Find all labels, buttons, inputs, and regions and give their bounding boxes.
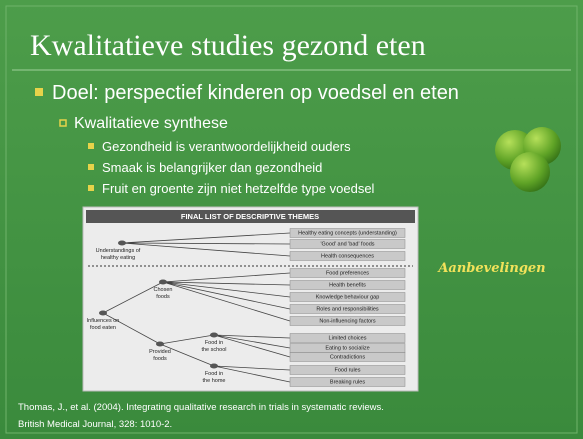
node-label: Chosen	[154, 287, 173, 293]
theme: Health consequences	[321, 253, 374, 259]
bullet	[88, 185, 94, 191]
bullet	[88, 164, 94, 170]
theme: Contradictions	[330, 354, 365, 360]
point: Smaak is belangrijker dan gezondheid	[102, 160, 322, 175]
sub-bullet: Kwalitatieve synthese	[74, 115, 228, 132]
node-label: the school	[201, 347, 226, 353]
theme: Non-influencing factors	[319, 318, 376, 324]
node-label: the home	[203, 378, 226, 384]
node-label: healthy eating	[101, 255, 135, 261]
citation: British Medical Journal, 328: 1010-2.	[18, 419, 172, 430]
bullet	[35, 88, 43, 96]
figure-title: FINAL LIST OF DESCRIPTIVE THEMES	[181, 212, 319, 221]
figure: FINAL LIST OF DESCRIPTIVE THEMES Underst…	[83, 207, 418, 391]
node-label: foods	[153, 356, 167, 362]
node-label: Understandings of	[96, 248, 141, 254]
theme: Healthy eating concepts (understanding)	[298, 230, 397, 236]
point: Fruit en groente zijn niet hetzelfde typ…	[102, 181, 375, 196]
theme: Limited choices	[329, 335, 367, 341]
theme: Eating to socialize	[325, 345, 369, 351]
node-label: Influences on	[87, 318, 120, 324]
apple	[510, 152, 550, 192]
theme: Roles and responsibilities	[316, 306, 379, 312]
theme: Food rules	[335, 367, 361, 373]
title: Kwalitatieve studies gezond eten	[30, 29, 426, 62]
theme: Food preferences	[326, 270, 369, 276]
theme: Knowledge behaviour gap	[316, 294, 380, 300]
node-label: food eaten	[90, 325, 116, 331]
slide: Kwalitatieve studies gezond eten Doel: p…	[0, 0, 583, 439]
note: Aanbevelingen	[436, 261, 545, 276]
main-bullet: Doel: perspectief kinderen op voedsel en…	[52, 82, 459, 104]
node-label: Provided	[149, 349, 171, 355]
bullet	[88, 143, 94, 149]
node-label: Food in	[205, 371, 223, 377]
page: Kwalitatieve studies gezond eten Doel: p…	[0, 0, 583, 439]
theme: Health benefits	[329, 282, 366, 288]
point: Gezondheid is verantwoordelijkheid ouder…	[102, 139, 351, 154]
node-label: foods	[156, 294, 170, 300]
citation: Thomas, J., et al. (2004). Integrating q…	[18, 402, 384, 413]
node-label: Food in	[205, 340, 223, 346]
theme: 'Good' and 'bad' foods	[320, 241, 374, 247]
theme: Breaking rules	[330, 379, 365, 385]
